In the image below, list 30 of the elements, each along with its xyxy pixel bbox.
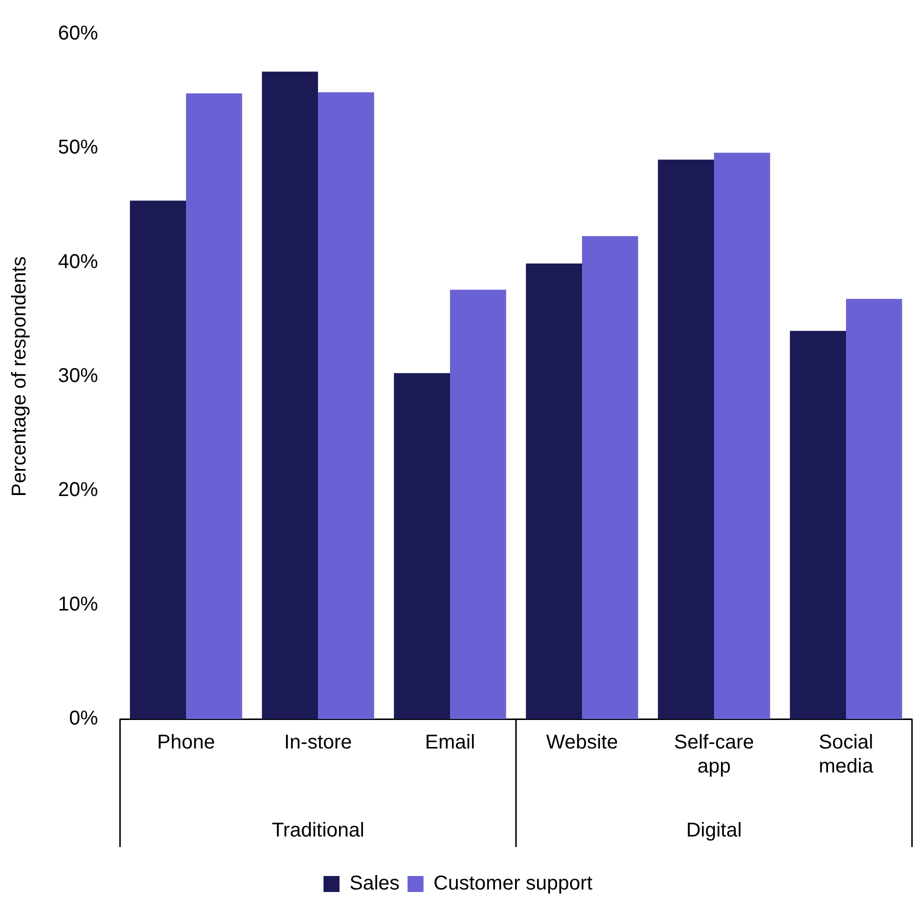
y-tick-label: 60% (58, 22, 98, 45)
legend-label: Sales (350, 872, 400, 895)
bar (262, 72, 318, 719)
bar (394, 373, 450, 719)
bar (526, 263, 582, 719)
x-tick-label: Phone (157, 732, 215, 754)
y-tick-label: 40% (58, 250, 98, 273)
bar (582, 236, 638, 719)
y-tick-label: 20% (58, 479, 98, 502)
y-tick-label: 30% (58, 365, 98, 388)
x-tick-label: In-store (284, 732, 352, 754)
x-tick-label: Social media (818, 732, 874, 778)
bar (846, 298, 902, 719)
bar (186, 93, 242, 719)
bar (790, 330, 846, 719)
bar (130, 200, 186, 719)
bar (658, 160, 714, 719)
text: Digital (686, 820, 742, 842)
y-tick-label: 10% (58, 593, 98, 616)
x-tick-label: Website (546, 732, 618, 754)
x-tick-label: Self-care app (674, 732, 754, 778)
bar (714, 152, 770, 719)
legend-label: Customer support (434, 872, 593, 895)
y-axis-title: Percentage of respondents (8, 256, 31, 497)
text: Traditional (272, 820, 364, 842)
y-tick-label: 50% (58, 136, 98, 159)
bar (450, 290, 506, 719)
x-tick-label: Email (425, 732, 476, 754)
y-tick-label: 0% (69, 708, 98, 730)
bar (318, 92, 374, 719)
